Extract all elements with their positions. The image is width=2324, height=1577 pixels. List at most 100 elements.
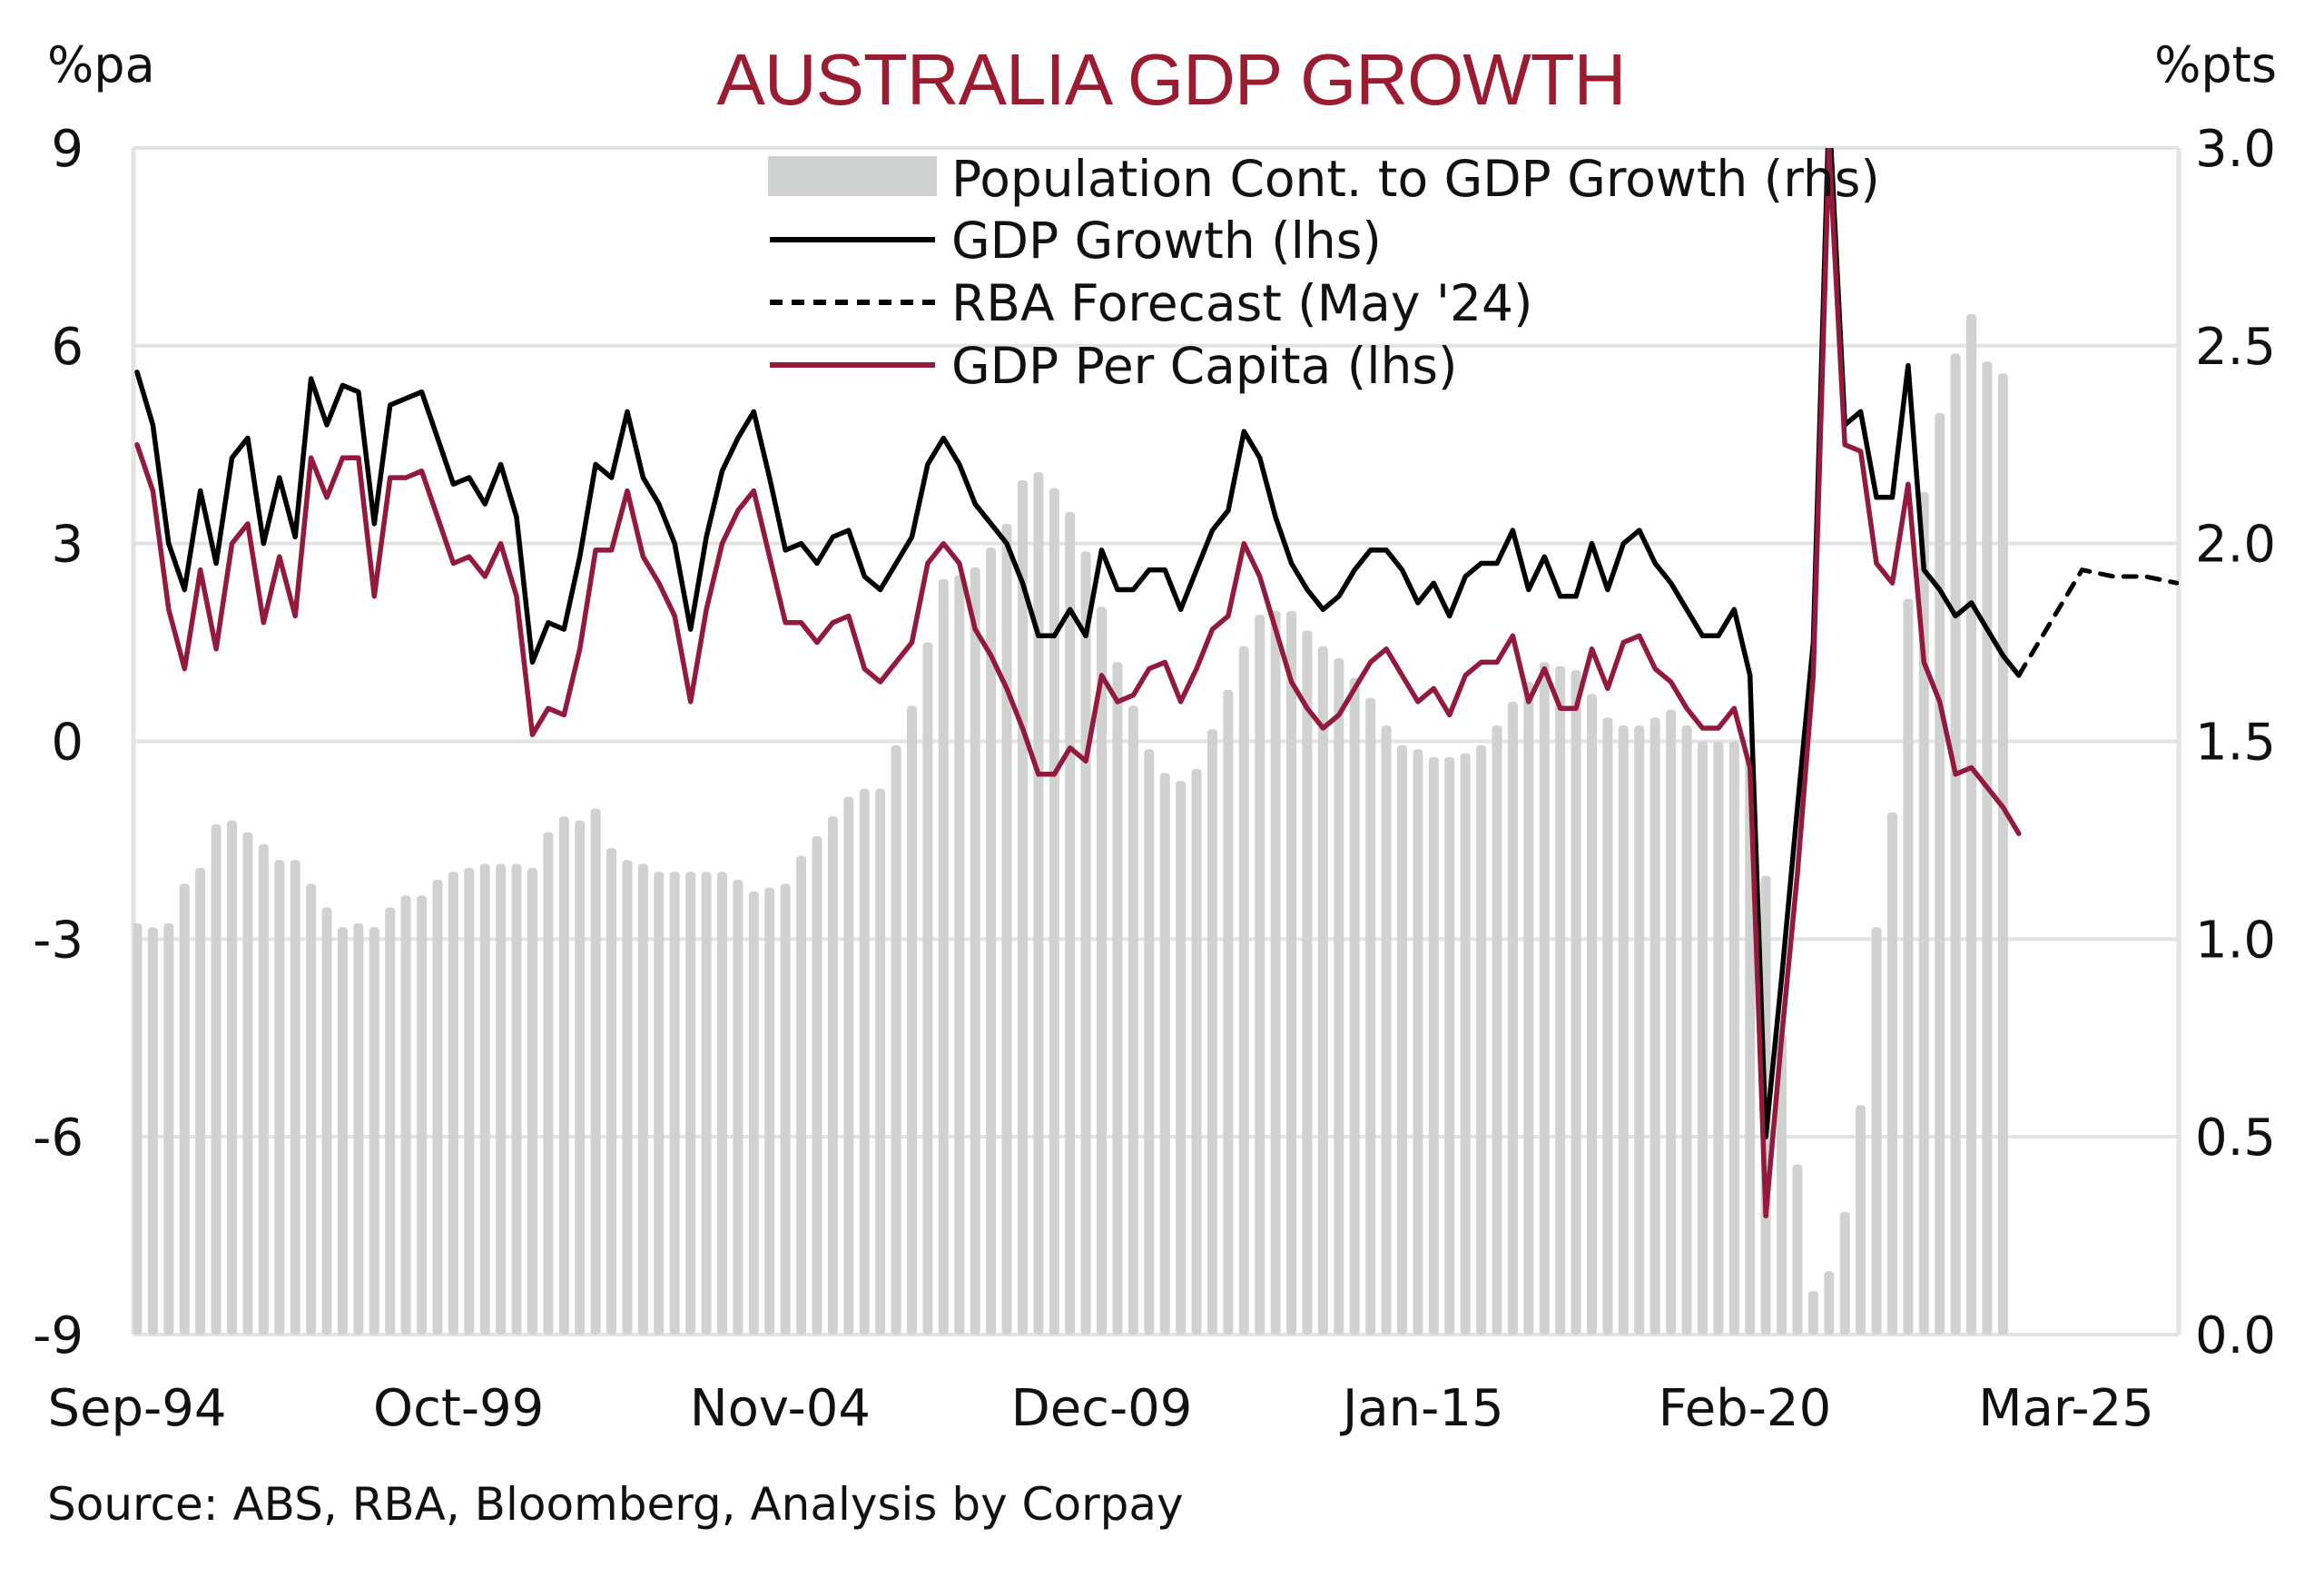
- population-bar: [369, 927, 379, 1335]
- population-bar: [1097, 606, 1108, 1335]
- gdp-growth-line: [134, 148, 2022, 1139]
- source-note: Source: ABS, RBA, Bloomberg, Analysis by…: [47, 1478, 1184, 1531]
- population-bar: [1413, 749, 1423, 1335]
- population-bar: [654, 872, 665, 1335]
- plot-area: [133, 148, 2179, 1335]
- right-tick-label: 1.5: [2195, 714, 2276, 773]
- population-bar: [1903, 598, 1914, 1335]
- right-tick-label: 2.0: [2195, 516, 2276, 575]
- population-bar: [796, 855, 807, 1335]
- right-tick-label: 1.0: [2195, 911, 2276, 970]
- population-bar: [701, 872, 712, 1335]
- population-bar: [321, 907, 332, 1335]
- population-bar: [1856, 1105, 1866, 1335]
- population-bar: [353, 922, 364, 1335]
- population-bar: [669, 872, 680, 1335]
- population-bar: [1476, 744, 1487, 1335]
- right-tick-label: 0.0: [2195, 1306, 2276, 1365]
- population-bar: [986, 547, 997, 1335]
- population-bar: [1144, 749, 1155, 1335]
- population-bar: [1349, 677, 1360, 1335]
- population-bar: [733, 879, 743, 1335]
- population-bar: [1396, 744, 1407, 1335]
- population-bar: [1713, 741, 1724, 1335]
- population-bar: [133, 922, 143, 1335]
- population-bar: [954, 575, 965, 1335]
- population-bar: [227, 820, 238, 1335]
- population-bar: [1966, 313, 1977, 1335]
- gdp-per-capita-line: [134, 148, 2022, 1219]
- population-bar: [938, 578, 949, 1335]
- population-bar: [748, 892, 759, 1335]
- legend: Population Cont. to GDP Growth (rhs)GDP …: [768, 150, 1880, 395]
- population-bar: [859, 788, 870, 1335]
- population-bar: [1017, 479, 1028, 1335]
- rba-forecast-line: [2016, 567, 2179, 678]
- population-bar: [290, 860, 300, 1335]
- population-bar: [622, 860, 633, 1335]
- population-bar: [1807, 1291, 1818, 1335]
- population-bar: [195, 867, 206, 1335]
- population-bar: [1128, 705, 1138, 1335]
- population-bar: [1571, 670, 1581, 1335]
- population-bar: [147, 927, 158, 1335]
- population-bar: [1492, 725, 1502, 1335]
- population-bar: [1935, 412, 1945, 1335]
- population-bar: [1080, 551, 1091, 1335]
- x-tick-label: Feb-20: [1659, 1379, 1832, 1438]
- population-bar: [716, 872, 727, 1335]
- population-bar: [400, 895, 411, 1335]
- population-bar: [1918, 492, 1929, 1335]
- population-bar: [1618, 725, 1629, 1335]
- population-bar: [812, 836, 822, 1335]
- population-bar: [1049, 488, 1059, 1335]
- population-bar: [274, 860, 285, 1335]
- population-bar: [875, 788, 886, 1335]
- population-bar: [527, 867, 537, 1335]
- left-tick-label: 3: [51, 516, 84, 575]
- population-bar: [1697, 741, 1708, 1335]
- population-bar: [1950, 353, 1961, 1335]
- left-tick-label: 9: [51, 120, 84, 179]
- population-bar: [685, 872, 696, 1335]
- population-bar: [1777, 1033, 1787, 1335]
- population-bar: [543, 832, 554, 1335]
- population-bar: [1997, 373, 2008, 1335]
- population-bar: [432, 879, 443, 1335]
- population-bar: [1334, 658, 1344, 1335]
- x-tick-label: Nov-04: [690, 1379, 871, 1438]
- x-tick-label: Sep-94: [47, 1379, 226, 1438]
- population-bar: [1444, 756, 1455, 1335]
- right-tick-label: 3.0: [2195, 120, 2276, 179]
- right-tick-label: 0.5: [2195, 1109, 2276, 1168]
- legend-label: GDP Growth (lhs): [951, 212, 1382, 270]
- population-bar: [891, 744, 901, 1335]
- population-bar: [1886, 812, 1897, 1335]
- population-bar: [1634, 725, 1645, 1335]
- population-bar: [1001, 523, 1012, 1335]
- population-bar: [970, 567, 980, 1335]
- population-bar: [479, 863, 490, 1335]
- population-bar: [1649, 717, 1660, 1335]
- population-bar: [337, 927, 348, 1335]
- population-bar: [448, 872, 458, 1335]
- population-bar: [843, 796, 854, 1335]
- population-bar: [922, 642, 933, 1335]
- x-tick-label: Dec-09: [1011, 1379, 1193, 1438]
- population-bar: [780, 883, 791, 1335]
- population-bar: [1681, 725, 1692, 1335]
- population-bar: [1191, 768, 1202, 1335]
- population-bar: [575, 820, 586, 1335]
- population-bar: [1839, 1211, 1850, 1335]
- left-tick-label: -9: [33, 1306, 84, 1365]
- population-bar: [1982, 361, 1993, 1335]
- right-tick-label: 2.5: [2195, 318, 2276, 377]
- population-bar: [1728, 741, 1739, 1335]
- population-bar: [163, 922, 174, 1335]
- left-tick-label: -6: [33, 1109, 84, 1168]
- population-bar: [1033, 472, 1044, 1335]
- x-tick-label: Jan-15: [1340, 1379, 1504, 1438]
- left-axis-unit: %pa: [47, 36, 155, 94]
- population-bar: [1317, 646, 1328, 1335]
